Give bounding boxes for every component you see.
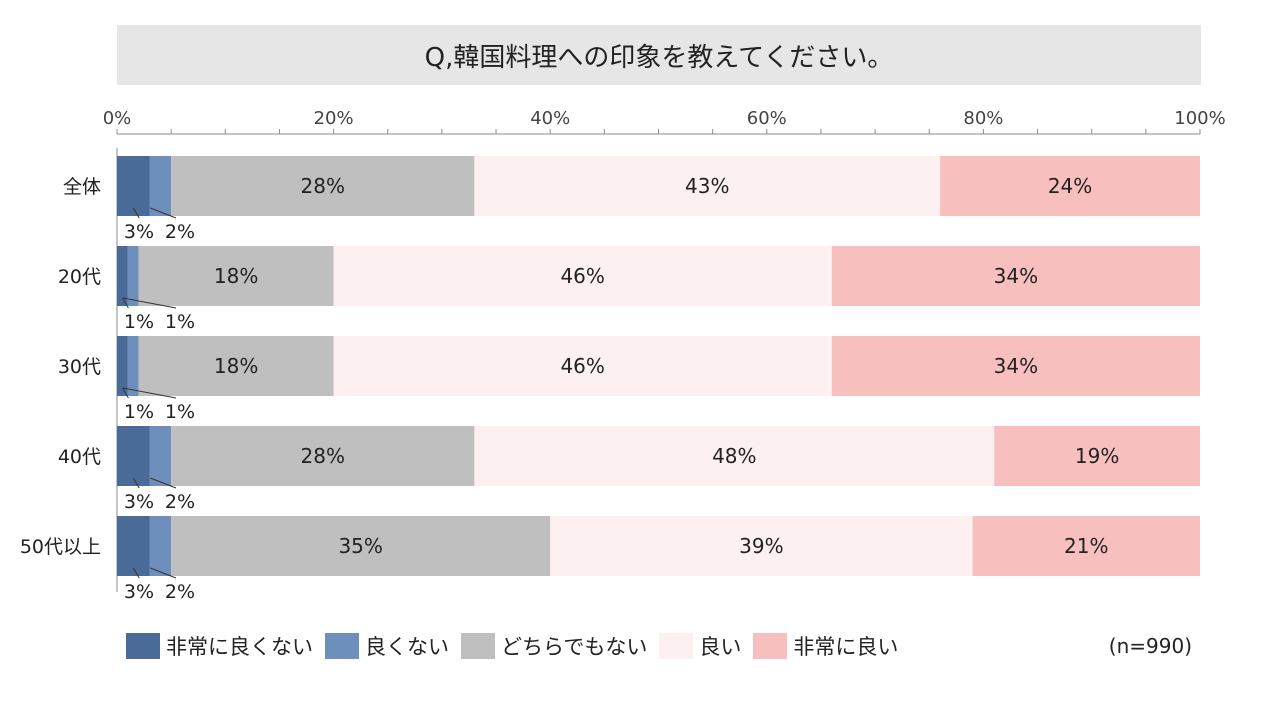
bar-segment-3 xyxy=(171,516,551,576)
bar-segment-4 xyxy=(333,336,832,396)
x-tick-label: 100% xyxy=(1174,108,1225,129)
data-label: 28% xyxy=(301,444,345,468)
data-label: 34% xyxy=(994,354,1038,378)
legend-swatch xyxy=(126,633,160,659)
legend-label: 良くない xyxy=(365,635,449,659)
data-label: 1% xyxy=(165,311,195,333)
legend-swatch xyxy=(753,633,788,659)
data-label: 1% xyxy=(124,311,154,333)
bar-segment-5 xyxy=(831,336,1200,396)
data-label: 2% xyxy=(165,581,195,603)
x-tick-label: 0% xyxy=(103,108,132,129)
bar-segment-3 xyxy=(138,246,334,306)
data-label: 1% xyxy=(124,401,154,423)
data-label: 18% xyxy=(214,264,258,288)
legend-item: どちらでもない xyxy=(461,631,647,661)
bar-segment-3 xyxy=(171,426,475,486)
callout-line xyxy=(123,387,177,399)
chart-title: Q,韓国料理への印象を教えてください。 xyxy=(424,42,894,73)
callout-line xyxy=(132,207,140,219)
data-label: 46% xyxy=(560,264,604,288)
bar-segment-1 xyxy=(117,516,150,576)
callout-line xyxy=(132,477,140,489)
chart-title-box: Q,韓国料理への印象を教えてください。 xyxy=(117,25,1201,85)
x-tick-label: 20% xyxy=(314,108,354,129)
data-label: 3% xyxy=(124,491,154,513)
category-label: 40代 xyxy=(58,446,101,468)
bar-segment-1 xyxy=(117,426,150,486)
callout-line xyxy=(121,297,129,309)
category-label: 30代 xyxy=(58,356,101,378)
callout-line xyxy=(132,567,140,579)
bar-segment-2 xyxy=(127,336,139,396)
chart-legend: 非常に良くない 良くない どちらでもない 良い 非常に良い xyxy=(126,631,910,661)
callout-line xyxy=(121,387,129,399)
legend-swatch xyxy=(461,633,495,659)
data-label: 3% xyxy=(124,581,154,603)
legend-label: 非常に良い xyxy=(793,635,899,659)
legend-label: どちらでもない xyxy=(501,635,648,659)
bar-segment-4 xyxy=(474,426,995,486)
category-label: 全体 xyxy=(63,176,101,198)
data-label: 39% xyxy=(739,534,783,558)
data-label: 3% xyxy=(124,221,154,243)
category-label: 20代 xyxy=(58,266,101,288)
x-tick-label: 80% xyxy=(963,108,1003,129)
data-label: 46% xyxy=(560,354,604,378)
data-label: 21% xyxy=(1064,534,1108,558)
bar-segment-3 xyxy=(171,156,475,216)
data-label: 28% xyxy=(301,174,345,198)
data-label: 34% xyxy=(994,264,1038,288)
bar-segment-5 xyxy=(994,426,1200,486)
bar-segment-2 xyxy=(127,246,139,306)
legend-item: 非常に良くない xyxy=(126,631,313,661)
data-label: 43% xyxy=(685,174,729,198)
bar-segment-2 xyxy=(149,156,172,216)
bar-segment-2 xyxy=(149,426,172,486)
bar-segment-5 xyxy=(831,246,1200,306)
sample-size-note: (n=990) xyxy=(1108,634,1192,658)
category-label: 50代以上 xyxy=(20,536,101,558)
data-label: 48% xyxy=(712,444,756,468)
callout-line xyxy=(123,297,177,309)
callout-line xyxy=(150,477,177,489)
data-label: 18% xyxy=(214,354,258,378)
bar-segment-3 xyxy=(138,336,334,396)
data-label: 19% xyxy=(1075,444,1119,468)
data-label: 2% xyxy=(165,221,195,243)
bar-segment-5 xyxy=(940,156,1200,216)
legend-label: 非常に良くない xyxy=(166,635,313,659)
bar-segment-2 xyxy=(149,516,172,576)
bar-segment-1 xyxy=(117,336,128,396)
legend-item: 良い xyxy=(659,631,741,661)
callout-line xyxy=(150,567,177,579)
bar-segment-1 xyxy=(117,156,150,216)
legend-label: 良い xyxy=(699,635,742,659)
callout-line xyxy=(150,207,177,219)
legend-item: 良くない xyxy=(325,631,449,661)
data-label: 35% xyxy=(338,534,382,558)
legend-item: 非常に良い xyxy=(753,631,898,661)
bar-segment-1 xyxy=(117,246,128,306)
bar-segment-4 xyxy=(474,156,941,216)
data-label: 24% xyxy=(1048,174,1092,198)
data-label: 2% xyxy=(165,491,195,513)
bar-segment-4 xyxy=(333,246,832,306)
legend-swatch xyxy=(659,633,694,659)
data-label: 1% xyxy=(165,401,195,423)
x-tick-label: 60% xyxy=(747,108,787,129)
x-tick-label: 40% xyxy=(530,108,570,129)
bar-segment-5 xyxy=(972,516,1200,576)
bar-segment-4 xyxy=(550,516,973,576)
legend-swatch xyxy=(325,633,359,659)
